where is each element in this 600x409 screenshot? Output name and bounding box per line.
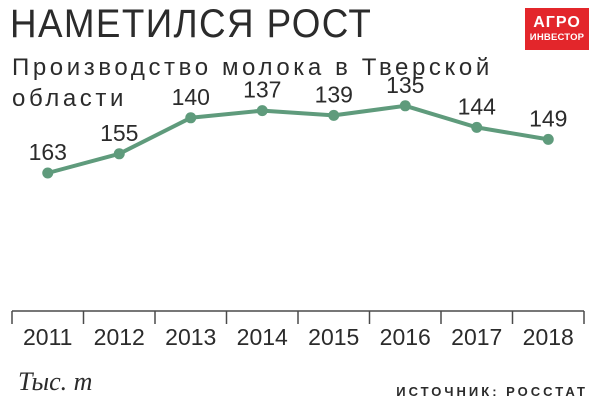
data-point [471, 121, 483, 133]
data-point [399, 100, 411, 112]
x-tick-label: 2011 [23, 324, 72, 350]
publisher-logo: АГРО ИНВЕСТОР [525, 8, 589, 50]
logo-line-2: ИНВЕСТОР [529, 32, 585, 44]
logo-line-1: АГРО [533, 14, 581, 32]
data-label: 163 [29, 139, 67, 165]
data-point [256, 105, 268, 117]
data-label: 149 [529, 105, 567, 131]
x-tick-label: 2012 [94, 324, 145, 350]
data-point [113, 148, 125, 160]
data-point [328, 109, 340, 121]
x-tick-label: 2014 [237, 324, 288, 350]
unit-label: Тыс. т [18, 367, 93, 396]
data-label: 137 [243, 77, 281, 103]
data-label: 155 [100, 120, 138, 146]
x-tick-label: 2018 [523, 324, 574, 350]
x-tick-label: 2016 [380, 324, 431, 350]
data-label: 135 [386, 72, 424, 98]
x-tick-label: 2015 [308, 324, 359, 350]
series-line [45, 103, 551, 175]
x-tick-label: 2013 [165, 324, 216, 350]
data-label: 139 [315, 81, 353, 107]
source-note: ИСТОЧНИК: РОССТАТ [396, 384, 588, 399]
data-point [542, 133, 554, 145]
data-point [42, 167, 54, 179]
data-label: 140 [172, 84, 210, 110]
chart-title: НАМЕТИЛСЯ РОСТ [10, 2, 373, 46]
chart-subtitle: Производство молока в Тверской области [12, 54, 493, 112]
data-label: 144 [458, 93, 497, 119]
x-tick-label: 2017 [451, 324, 502, 350]
data-point [185, 112, 197, 124]
